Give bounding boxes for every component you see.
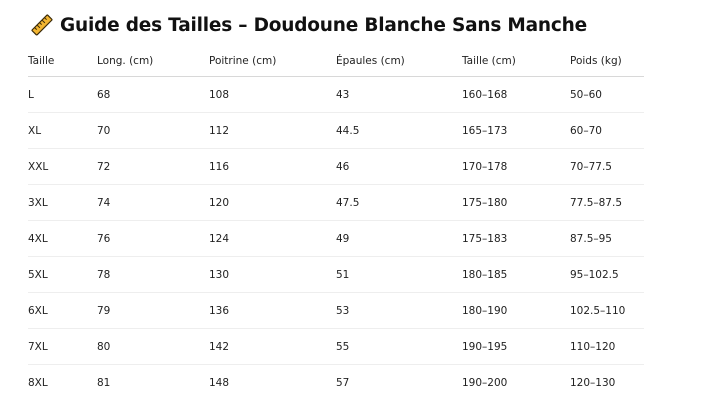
cell-weight: 87.5–95 (570, 220, 644, 257)
cell-size: 8XL (28, 376, 48, 389)
cell-length: 72 (97, 148, 209, 185)
cell-weight: 60–70 (570, 112, 644, 149)
cell-weight: 50–60 (570, 76, 644, 113)
cell-length: 74 (97, 184, 209, 221)
cell-size: 4XL (28, 220, 97, 257)
table-row: 7XL 80 142 55 190–195 110–120 (28, 328, 644, 365)
cell-chest: 108 (209, 76, 336, 113)
cell-chest: 136 (209, 292, 336, 329)
column-header-weight: Poids (kg) (570, 46, 644, 77)
cell-height: 170–178 (462, 148, 570, 185)
table-row: 4XL 76 124 49 175–183 87.5–95 (28, 220, 644, 257)
cell-chest: 148 (209, 376, 230, 389)
cell-height: 180–190 (462, 292, 570, 329)
table-header-row: Taille Long. (cm) Poitrine (cm) Épaules … (28, 46, 644, 77)
cell-size: XXL (28, 148, 97, 185)
cell-height: 160–168 (462, 76, 570, 113)
cell-weight: 70–77.5 (570, 148, 644, 185)
cell-length: 81 (97, 376, 111, 389)
cell-height: 175–183 (462, 220, 570, 257)
table-row: L 68 108 43 160–168 50–60 (28, 76, 644, 113)
cell-length: 76 (97, 220, 209, 257)
title-row: Guide des Tailles – Doudoune Blanche San… (30, 12, 587, 38)
cell-height: 180–185 (462, 256, 570, 293)
column-header-height: Taille (cm) (462, 46, 570, 77)
cell-chest: 124 (209, 220, 336, 257)
page-title: Guide des Tailles – Doudoune Blanche San… (60, 14, 587, 36)
table-row: 3XL 74 120 47.5 175–180 77.5–87.5 (28, 184, 644, 221)
cell-chest: 112 (209, 112, 336, 149)
cell-height: 165–173 (462, 112, 570, 149)
cell-shoulders: 51 (336, 256, 462, 293)
table-row: XXL 72 116 46 170–178 70–77.5 (28, 148, 644, 185)
cell-shoulders: 46 (336, 148, 462, 185)
cell-shoulders: 55 (336, 328, 462, 365)
cell-length: 78 (97, 256, 209, 293)
cell-length: 70 (97, 112, 209, 149)
cell-chest: 116 (209, 148, 336, 185)
table-row: 8XL 81 148 57 190–200 120–130 (28, 365, 644, 401)
cell-size: 6XL (28, 292, 97, 329)
cell-size: 7XL (28, 328, 97, 365)
cell-size: XL (28, 112, 97, 149)
cell-shoulders: 44.5 (336, 112, 462, 149)
cell-chest: 142 (209, 328, 336, 365)
cell-weight: 77.5–87.5 (570, 184, 644, 221)
column-header-size: Taille (28, 46, 97, 77)
table-row: 6XL 79 136 53 180–190 102.5–110 (28, 292, 644, 329)
cell-weight: 110–120 (570, 328, 644, 365)
cell-size: L (28, 76, 97, 113)
cell-chest: 120 (209, 184, 336, 221)
cell-shoulders: 53 (336, 292, 462, 329)
cell-height: 190–195 (462, 328, 570, 365)
column-header-length: Long. (cm) (97, 46, 209, 77)
cell-size: 3XL (28, 184, 97, 221)
cell-weight: 95–102.5 (570, 256, 644, 293)
cell-length: 68 (97, 76, 209, 113)
cell-weight: 120–130 (570, 376, 616, 389)
cell-shoulders: 43 (336, 76, 462, 113)
cell-shoulders: 57 (336, 376, 350, 389)
column-header-chest: Poitrine (cm) (209, 46, 336, 77)
cell-height: 190–200 (462, 376, 508, 389)
table-row: 5XL 78 130 51 180–185 95–102.5 (28, 256, 644, 293)
cell-weight: 102.5–110 (570, 292, 644, 329)
cell-length: 79 (97, 292, 209, 329)
cell-chest: 130 (209, 256, 336, 293)
cell-height: 175–180 (462, 184, 570, 221)
cell-shoulders: 49 (336, 220, 462, 257)
cell-length: 80 (97, 328, 209, 365)
cell-size: 5XL (28, 256, 97, 293)
ruler-icon (31, 14, 53, 36)
column-header-shoulders: Épaules (cm) (336, 46, 462, 77)
size-chart-table: Taille Long. (cm) Poitrine (cm) Épaules … (28, 46, 644, 400)
cell-shoulders: 47.5 (336, 184, 462, 221)
table-row: XL 70 112 44.5 165–173 60–70 (28, 112, 644, 149)
